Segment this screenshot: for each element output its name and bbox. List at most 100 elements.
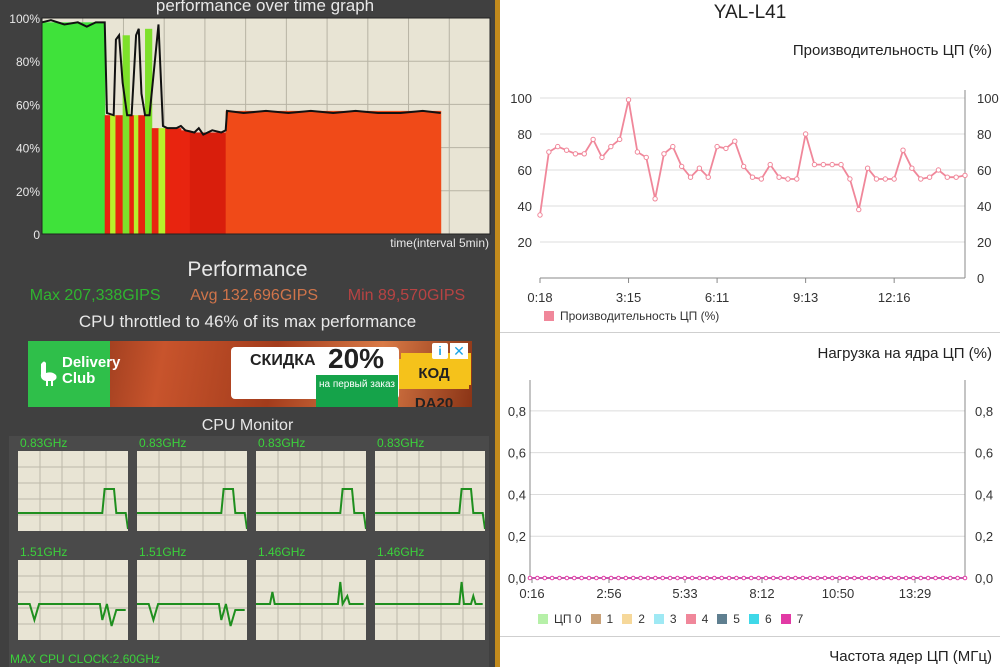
data-point <box>933 575 938 581</box>
data-point <box>670 143 676 150</box>
y-tick-label: 0 <box>33 228 40 242</box>
data-point <box>645 575 651 581</box>
core-usage-chart <box>375 560 485 640</box>
legend-label: 4 <box>701 612 709 626</box>
legend-item[interactable]: 4 <box>685 612 709 626</box>
data-point <box>758 176 765 182</box>
legend-label: 2 <box>638 612 645 626</box>
core-usage-line <box>18 488 128 530</box>
core-chart-background <box>18 560 128 640</box>
performance-line <box>41 19 441 136</box>
performance-heading: Performance <box>187 258 308 281</box>
graph-band <box>129 115 135 234</box>
data-point <box>689 575 695 581</box>
data-point <box>653 575 658 581</box>
graph-band <box>42 22 106 234</box>
core-load-chart-title: Нагрузка на ядра ЦП (%) <box>817 345 993 362</box>
data-point <box>535 575 540 581</box>
data-point <box>940 575 946 581</box>
time-axis-label: time(interval 5min) <box>390 236 489 250</box>
legend-item[interactable]: 2 <box>622 612 645 626</box>
data-point <box>546 149 552 155</box>
data-point <box>608 575 614 581</box>
y-tick-label: 40% <box>16 142 40 156</box>
min-performance: Min 89,570GIPS <box>347 287 466 304</box>
close-icon[interactable]: ✕ <box>450 343 468 359</box>
legend-item[interactable]: 6 <box>748 612 772 626</box>
data-point <box>778 575 783 581</box>
ad-brand-name: Delivery Club <box>62 354 121 387</box>
y-tick-label-left: 0,6 <box>508 446 526 461</box>
data-point <box>800 575 806 581</box>
legend-item[interactable]: ЦП 0 <box>538 612 582 626</box>
data-point <box>616 575 621 581</box>
cpu-core-graph: 0.83GHz <box>375 436 488 537</box>
y-tick-label-left: 60 <box>518 163 532 178</box>
data-point <box>630 575 636 581</box>
data-point <box>756 575 761 581</box>
data-point <box>634 149 641 155</box>
y-tick-label-right: 100 <box>977 91 999 106</box>
y-tick-label: 100% <box>9 12 40 26</box>
cpu-monitor-heading: CPU Monitor <box>201 417 294 434</box>
data-point <box>740 163 747 170</box>
data-point <box>557 575 562 581</box>
legend-label: 5 <box>733 612 740 626</box>
data-point <box>793 575 798 581</box>
cpu-core-graph: 1.51GHz <box>137 545 250 646</box>
core-usage-chart <box>375 451 485 531</box>
core-usage-chart <box>256 451 366 531</box>
ad-banner[interactable]: Delivery Club скидка 20% на первый заказ… <box>28 341 472 407</box>
data-point <box>900 147 906 153</box>
data-point <box>794 176 800 182</box>
data-point <box>785 176 791 182</box>
core-usage-line <box>137 488 247 530</box>
data-point <box>829 161 835 168</box>
y-tick-label-right: 0,0 <box>975 571 993 586</box>
legend-item[interactable]: 1 <box>590 612 613 626</box>
data-point <box>601 575 607 581</box>
ad-sale-percent: 20% <box>328 343 385 374</box>
data-point <box>829 575 835 581</box>
core-chart-background <box>256 451 366 531</box>
core-load-chart: 0,0 0,0 0,2 0,2 0,4 0,4 0,6 0,6 0,8 0,8 0:16 2:56 5:… <box>508 380 993 601</box>
y-tick-label-right: 20 <box>977 235 991 250</box>
data-point <box>776 174 782 180</box>
core-usage-chart <box>137 451 247 531</box>
data-point <box>881 575 887 581</box>
data-point <box>687 174 694 180</box>
data-point <box>549 575 555 581</box>
data-point <box>623 575 629 581</box>
data-point <box>563 147 570 153</box>
legend-item[interactable]: 3 <box>653 612 677 626</box>
data-point <box>652 196 658 202</box>
core-usage-line <box>375 488 485 530</box>
core-usage-chart <box>256 560 366 640</box>
y-tick-label: 60% <box>16 98 40 112</box>
graph-band <box>189 132 227 234</box>
legend-item[interactable]: 7 <box>780 612 803 626</box>
data-point <box>909 165 915 171</box>
graph-band <box>145 28 153 234</box>
legend-label: Производительность ЦП (%) <box>560 309 720 323</box>
legend-item[interactable]: Производительность ЦП (%) <box>544 309 719 323</box>
y-tick-label-left: 20 <box>518 235 532 250</box>
legend-item[interactable]: 5 <box>717 612 740 626</box>
ad-promo-code: код DA20 <box>399 359 469 407</box>
data-point <box>820 161 827 168</box>
data-point <box>864 165 871 171</box>
x-tick-label: 9:13 <box>793 290 818 305</box>
cpu-core-graph: 1.46GHz <box>375 545 488 646</box>
graph-band <box>165 128 182 234</box>
data-point <box>594 575 599 581</box>
core-usage-chart <box>18 560 128 640</box>
data-point <box>682 575 688 581</box>
info-icon[interactable]: i <box>432 343 448 359</box>
graph-band <box>151 128 159 234</box>
y-tick-label-left: 100 <box>510 91 532 106</box>
core-frequency-label: 1.51GHz <box>20 545 68 559</box>
data-point <box>873 176 880 182</box>
legend-swatch <box>717 614 728 624</box>
core-usage-line <box>18 603 126 627</box>
data-point <box>918 176 924 182</box>
